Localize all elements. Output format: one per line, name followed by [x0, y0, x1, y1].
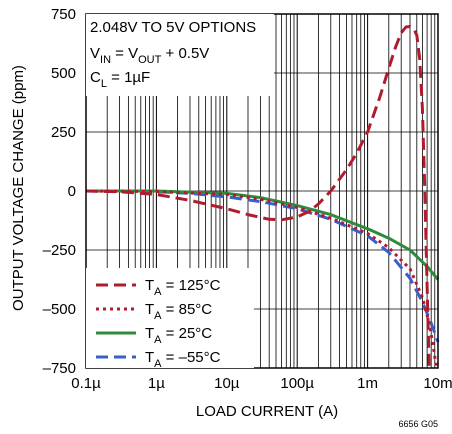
x-tick-label: 0.1µ [71, 375, 101, 392]
x-tick-label: 10µ [214, 375, 240, 392]
y-tick-label: 0 [68, 183, 76, 200]
y-tick-label: –500 [43, 301, 76, 318]
annotation-line-2: VIN = VOUT + 0.5V [90, 45, 209, 66]
annotation-line-1: 2.048V TO 5V OPTIONS [90, 19, 256, 36]
y-tick-label: 750 [51, 6, 76, 23]
x-tick-labels: 0.1µ 1µ 10µ 100µ 1m 10m [71, 375, 452, 392]
legend-entry: TA = –55°C [145, 349, 221, 370]
y-tick-label: 500 [51, 65, 76, 82]
x-tick-label: 1m [357, 375, 378, 392]
x-tick-label: 10m [423, 375, 452, 392]
annotation-box [86, 14, 274, 96]
figure-id: 6656 G05 [398, 419, 438, 429]
legend-entry: TA = 25°C [145, 325, 212, 346]
series-line [86, 189, 440, 281]
y-tick-label: –750 [43, 360, 76, 377]
legend: TA = 125°C TA = 85°C TA = 25°C TA = –55°C [96, 277, 221, 370]
series-group [85, 25, 440, 369]
y-tick-label: –250 [43, 242, 76, 259]
legend-entry: TA = 85°C [145, 301, 212, 322]
x-tick-label: 1µ [148, 375, 165, 392]
legend-entry: TA = 125°C [145, 277, 221, 298]
series-line [85, 25, 431, 369]
y-tick-label: 250 [51, 124, 76, 141]
y-tick-labels: 750 500 250 0 –250 –500 –750 [43, 6, 76, 377]
x-tick-label: 100µ [280, 375, 314, 392]
annotation-line-3: CL = 1µF [90, 69, 150, 90]
x-axis-label: LOAD CURRENT (A) [196, 403, 338, 420]
y-axis-label: OUTPUT VOLTAGE CHANGE (ppm) [10, 65, 27, 311]
